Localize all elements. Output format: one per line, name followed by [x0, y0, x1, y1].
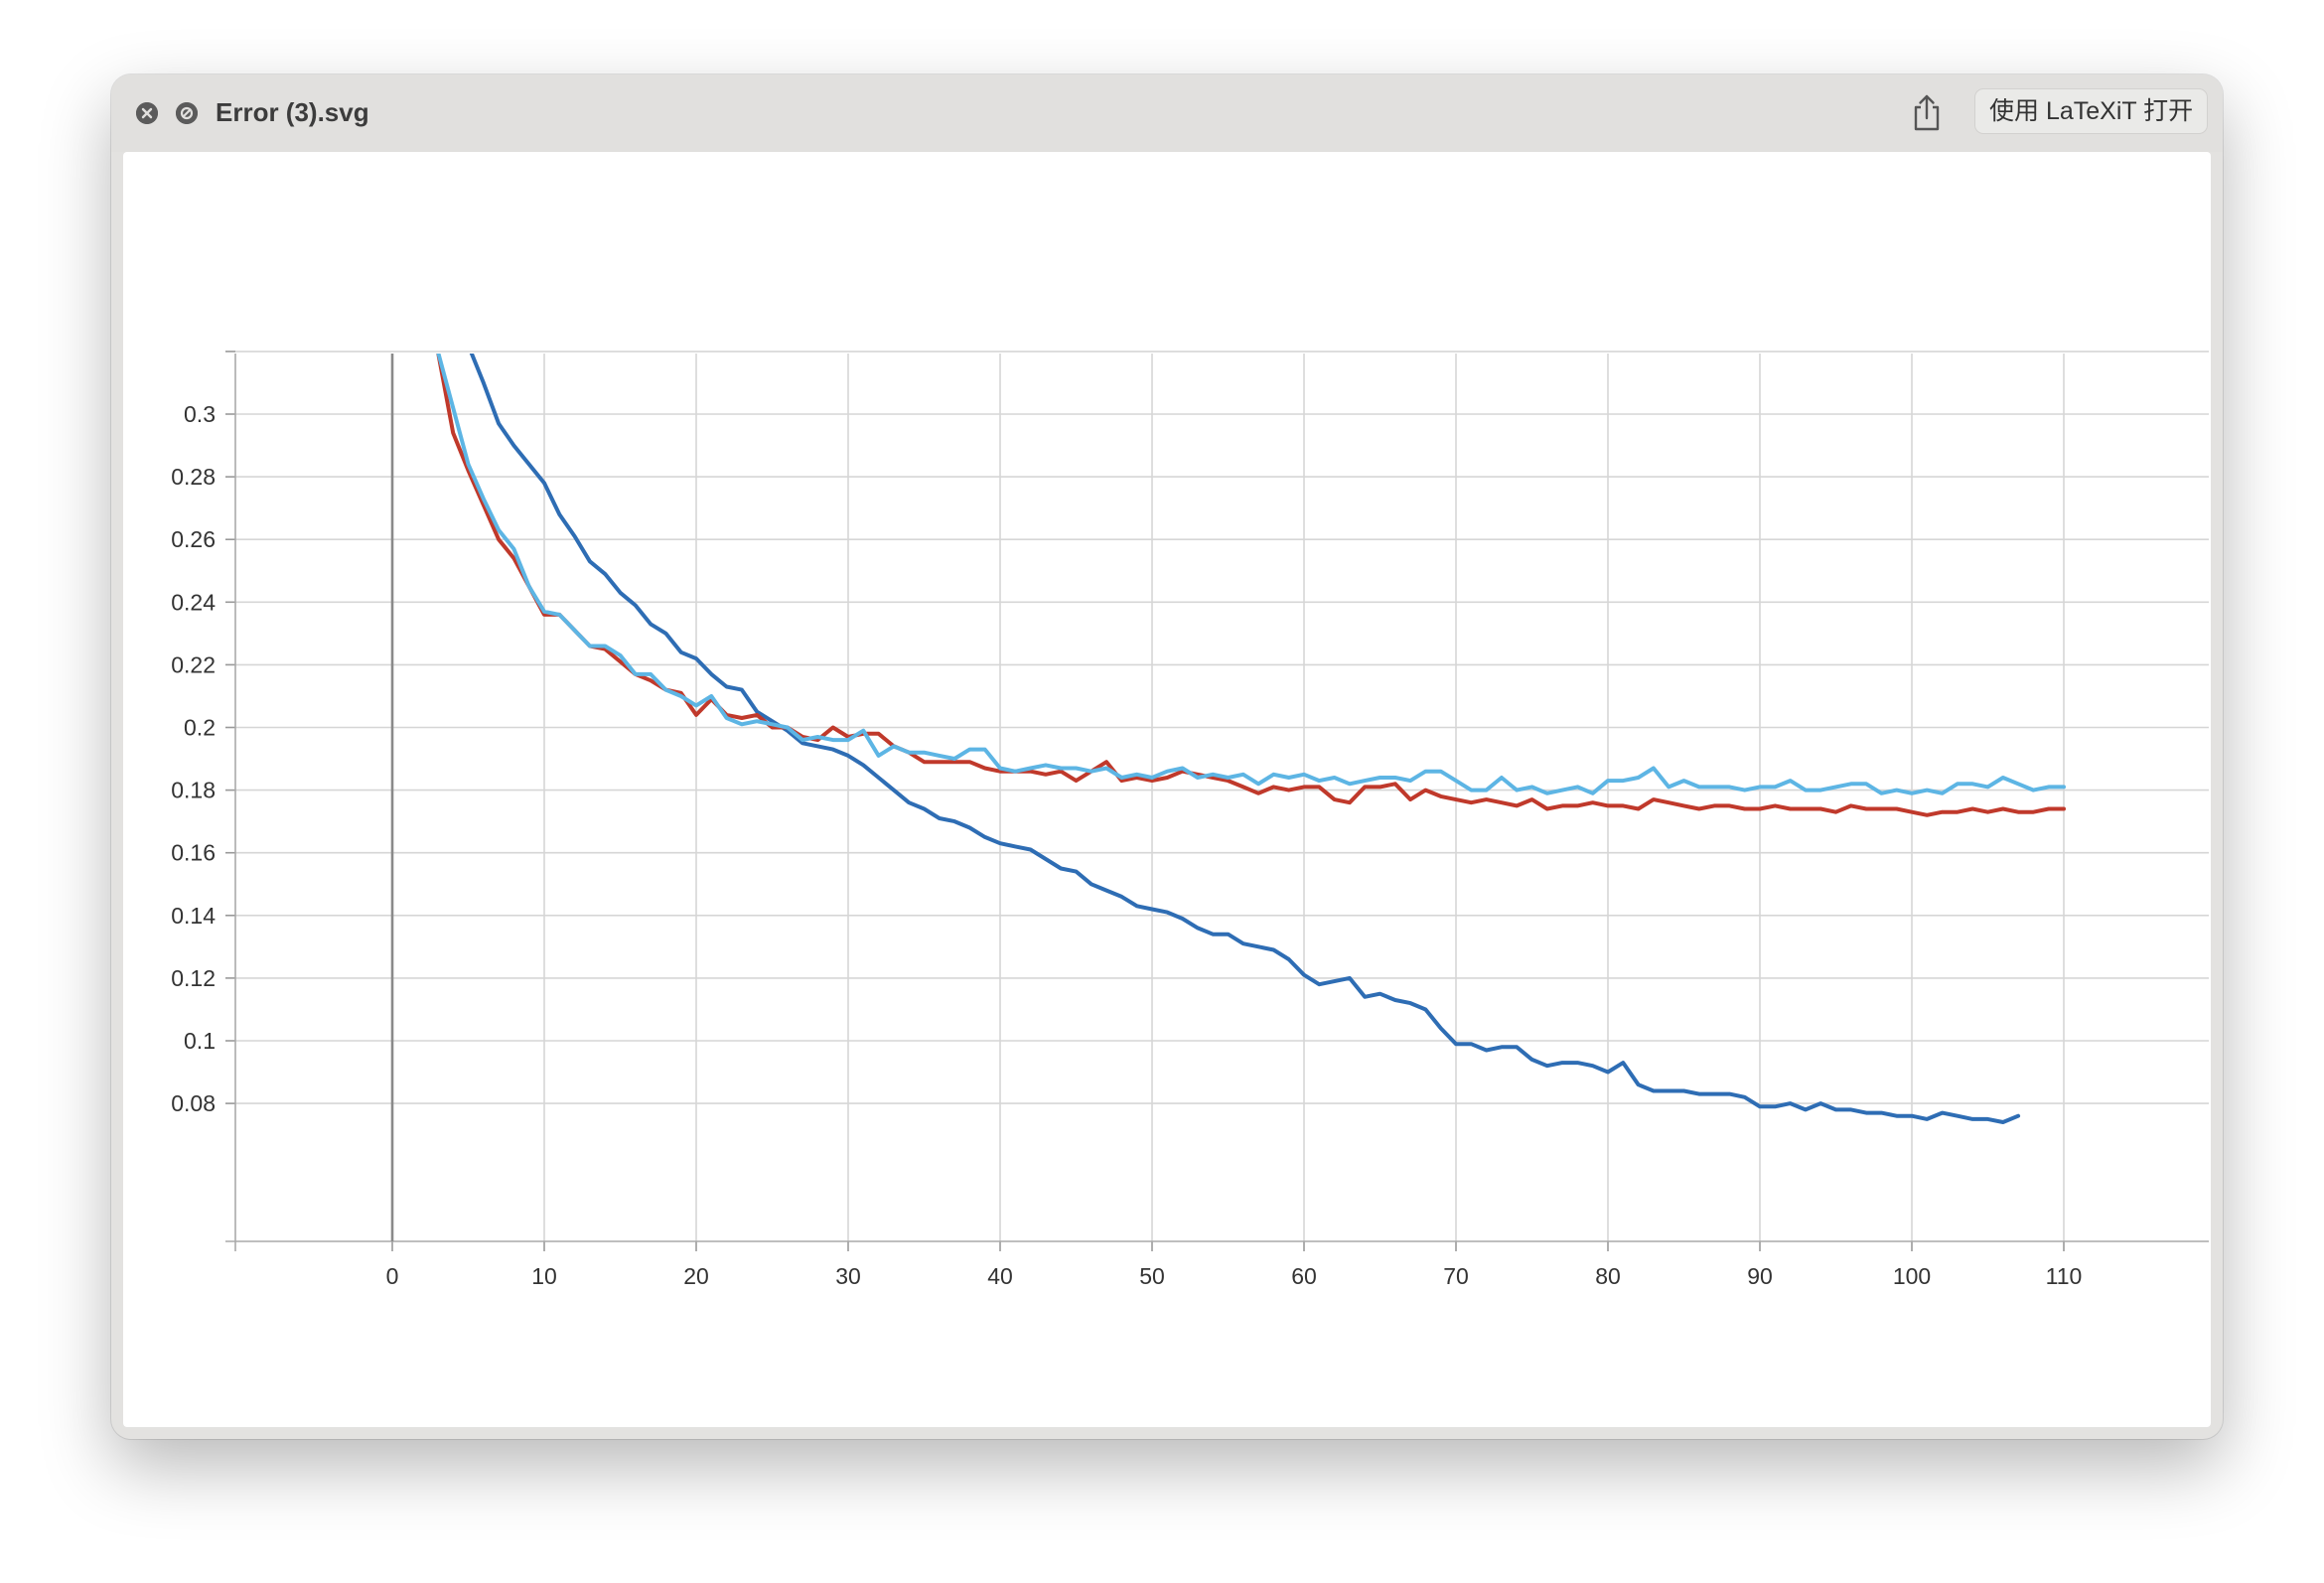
y-tick-label: 0.24 [171, 589, 216, 615]
y-tick-label: 0.2 [184, 715, 216, 741]
svg-preview-area: 0.08 0.1 0.12 0.14 0.16 0.18 0.2 0.22 0.24 0.26 0.… [123, 152, 2211, 1427]
y-tick-label: 0.22 [171, 651, 216, 677]
x-tick-label: 0 [386, 1263, 399, 1289]
x-tick-label: 70 [1443, 1263, 1469, 1289]
x-tick-label: 90 [1747, 1263, 1773, 1289]
close-icon[interactable] [136, 102, 158, 124]
share-icon[interactable] [1909, 92, 1945, 132]
slash-circle-icon[interactable] [176, 102, 198, 124]
close-glyph [136, 102, 158, 124]
y-tick-label: 0.18 [171, 778, 216, 803]
y-tick-label: 0.16 [171, 840, 216, 866]
y-tick-label: 0.1 [184, 1028, 216, 1054]
x-tick-label: 100 [1893, 1263, 1931, 1289]
x-tick-label: 30 [835, 1263, 861, 1289]
x-tick-label: 40 [987, 1263, 1013, 1289]
y-tick-label: 0.08 [171, 1090, 216, 1116]
x-tick-label: 60 [1291, 1263, 1317, 1289]
title-bar: Error (3).svg 使用 LaTeXiT 打开 [111, 74, 2223, 152]
grid [225, 351, 2209, 1251]
x-tick-label: 20 [683, 1263, 709, 1289]
y-tick-label: 0.3 [184, 401, 216, 427]
line-chart: 0.08 0.1 0.12 0.14 0.16 0.18 0.2 0.22 0.24 0.26 0.… [171, 351, 2209, 1289]
series-line-3 [436, 354, 2066, 795]
series-line-2 [436, 354, 2066, 817]
slash-glyph [176, 102, 198, 124]
y-tick-label: 0.14 [171, 903, 216, 929]
x-tick-label: 110 [2046, 1263, 2083, 1289]
y-tick-label: 0.12 [171, 965, 216, 991]
y-tick-label: 0.28 [171, 464, 216, 490]
preview-window: Error (3).svg 使用 LaTeXiT 打开 0.08 0.1 0.12 0… [111, 74, 2223, 1439]
series-line-1 [469, 354, 2021, 1124]
x-tick-label: 50 [1139, 1263, 1165, 1289]
y-tick-label: 0.26 [171, 526, 216, 552]
window-title: Error (3).svg [216, 97, 369, 127]
x-tick-label: 10 [531, 1263, 557, 1289]
tick-labels: 0.08 0.1 0.12 0.14 0.16 0.18 0.2 0.22 0.24 0.26 0.… [171, 401, 2082, 1289]
x-tick-label: 80 [1595, 1263, 1621, 1289]
axes [225, 354, 2209, 1251]
series [436, 354, 2066, 1124]
open-with-latexit-button[interactable]: 使用 LaTeXiT 打开 [1974, 88, 2209, 134]
